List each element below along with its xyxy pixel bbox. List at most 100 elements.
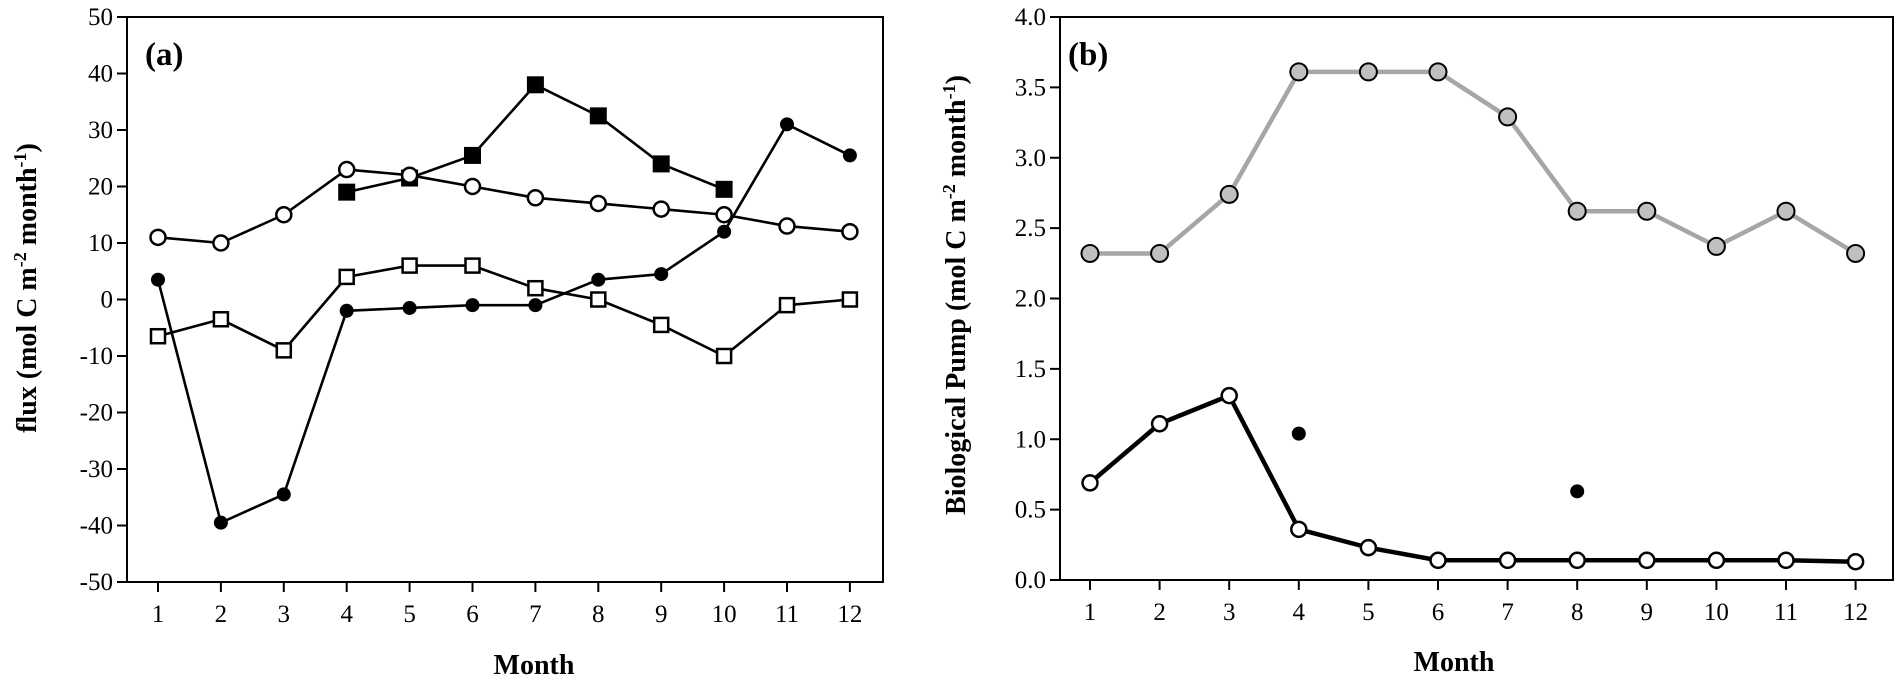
panel-a-series-4-point <box>212 311 230 328</box>
panel-b-series-2-point <box>1081 474 1099 492</box>
panel-b-y-tick-label: 2.5 <box>1015 215 1046 242</box>
panel-a-series-2-point <box>589 194 608 213</box>
panel-b-series-2-point <box>1707 551 1726 570</box>
panel-b-series-1-point <box>1498 107 1518 127</box>
panel-b-series-2-point <box>1290 520 1308 539</box>
panel-a-series-1-point <box>589 107 607 125</box>
panel-b-y-tick-label: 3.0 <box>1015 145 1046 172</box>
panel-a-x-tick-label: 9 <box>655 601 668 628</box>
panel-b-series-1-point <box>1567 201 1587 221</box>
panel-a-x-tick-label: 12 <box>837 601 862 628</box>
panel-b-series-2-point <box>1498 551 1517 570</box>
panel-a-series-2-point <box>212 234 230 252</box>
panel-b-series-3-point <box>1291 426 1306 441</box>
panel-a-series-3-point <box>717 224 732 239</box>
panel-a-series-3-point <box>528 298 543 313</box>
panel-b-series-2-point <box>1359 538 1378 557</box>
panel-a-series-4-point <box>527 279 544 297</box>
panel-b-series-2-point <box>1220 386 1238 405</box>
panel-b-series-2-point <box>1429 551 1447 570</box>
panel-a-label: (a) <box>145 37 183 73</box>
panel-b-series-1-point <box>1150 243 1170 263</box>
panel-b-x-tick-label: 6 <box>1432 599 1445 626</box>
panel-b-series-1-point <box>1776 201 1796 221</box>
panel-b-series-2-point <box>1638 551 1656 570</box>
panel-a-series-4-point <box>590 291 607 308</box>
panel-b-x-tick-label: 4 <box>1293 599 1306 626</box>
panel-a-series-3-point <box>842 148 857 163</box>
panel-a-series-2-point <box>526 189 545 207</box>
panel-a-y-tick-label: 40 <box>88 61 113 88</box>
panel-a-x-tick-label: 3 <box>278 601 291 628</box>
panel-a-series-4-point <box>715 347 733 365</box>
panel-a-series-2-point <box>400 166 419 184</box>
panel-a-series-3-point <box>402 300 417 315</box>
panel-a-x-tick-label: 2 <box>215 601 228 628</box>
panel-b-x-tick-label: 3 <box>1223 599 1236 626</box>
panel-a-x-tick-label: 5 <box>403 601 416 628</box>
panel-a-y-tick-label: -10 <box>80 343 113 370</box>
panel-a-y-tick-label: -50 <box>80 569 113 596</box>
panel-b-y-tick-label: 2.0 <box>1015 286 1046 313</box>
panel-a-series-3-point <box>213 515 228 530</box>
panel-b-series-1-point <box>1846 243 1866 263</box>
panel-b-series-1-point <box>1637 201 1657 221</box>
panel-b-series-2-point <box>1150 415 1169 433</box>
panel-a-y-tick-label: -40 <box>80 513 113 540</box>
panel-a-x-tick-label: 11 <box>775 601 799 628</box>
panel-a-series-4-point <box>149 327 167 345</box>
panel-a-x-tick-label: 10 <box>712 601 737 628</box>
panel-a-series-4-point <box>464 257 481 274</box>
panel-a-series-2-point <box>463 177 482 196</box>
panel-a-series-4-line <box>157 264 851 358</box>
panel-a-series-3-line <box>156 123 851 524</box>
panel-b-x-tick-label: 9 <box>1641 599 1654 626</box>
panel-a-x-tick-label: 1 <box>152 601 165 628</box>
panel-a-series-4-point <box>841 291 859 308</box>
panel-a-x-tick-label: 4 <box>340 601 353 628</box>
panel-b-x-tick-label: 11 <box>1774 599 1798 626</box>
panel-a-series-3-point <box>339 303 354 318</box>
panel-b-series-1-point <box>1706 236 1726 256</box>
panel-a-y-tick-label: -20 <box>80 400 113 427</box>
panel-a-series-1-point <box>526 76 544 94</box>
panel-b-y-axis-title: Biological Pump (mol C m-2 month-1) <box>939 75 972 515</box>
panel-a-series-4-point <box>275 342 293 359</box>
panel-b-series-1-point <box>1428 62 1448 82</box>
panel-a-x-tick-label: 7 <box>529 601 542 628</box>
panel-a-plot-frame <box>126 16 884 583</box>
panel-a-series-2-point <box>149 228 167 247</box>
panel-a-series-3-point <box>465 298 480 313</box>
panel-a-y-tick-label: 0 <box>101 287 114 314</box>
panel-a-series-2-point <box>778 217 796 235</box>
panel-b-y-tick-label: 0.0 <box>1015 567 1046 594</box>
panel-a-series-2-point <box>652 200 670 218</box>
panel-b-x-tick-label: 10 <box>1704 599 1729 626</box>
panel-a-series-2-point <box>275 206 293 224</box>
panel-b-series-3-point <box>1570 484 1585 499</box>
panel-a-series-3-point <box>654 267 669 282</box>
panel-b-x-axis-title: Month <box>1414 647 1495 678</box>
panel-a-series-4-point <box>338 268 355 286</box>
panel-a-x-tick-label: 6 <box>466 601 479 628</box>
panel-a-series-3-point <box>591 272 606 287</box>
panel-b-series-1-point <box>1289 62 1309 82</box>
panel-b-y-tick-label: 0.5 <box>1015 497 1046 524</box>
panel-a-series-1-point <box>338 183 356 201</box>
panel-b-x-tick-label: 7 <box>1501 599 1514 626</box>
panel-b-y-tick-label: 1.0 <box>1015 426 1046 453</box>
panel-a-series-4-point <box>778 296 796 314</box>
panel-a-series-3-point <box>780 117 794 132</box>
panel-a-x-axis-title: Month <box>494 650 575 681</box>
panel-b-plot-frame <box>1059 16 1894 581</box>
panel-a-series-2-point <box>715 206 733 224</box>
panel-a-series-4-point <box>652 316 670 334</box>
panel-b-series-1-line <box>1090 69 1857 256</box>
panel-a-series-1-point <box>652 155 670 173</box>
panel-b-series-2-point <box>1568 551 1586 570</box>
panel-b-series-1-point <box>1219 184 1239 204</box>
panel-a-y-tick-label: 50 <box>88 4 113 31</box>
panel-b-y-tick-label: 3.5 <box>1015 74 1046 101</box>
panel-a-series-3-point <box>276 487 291 502</box>
